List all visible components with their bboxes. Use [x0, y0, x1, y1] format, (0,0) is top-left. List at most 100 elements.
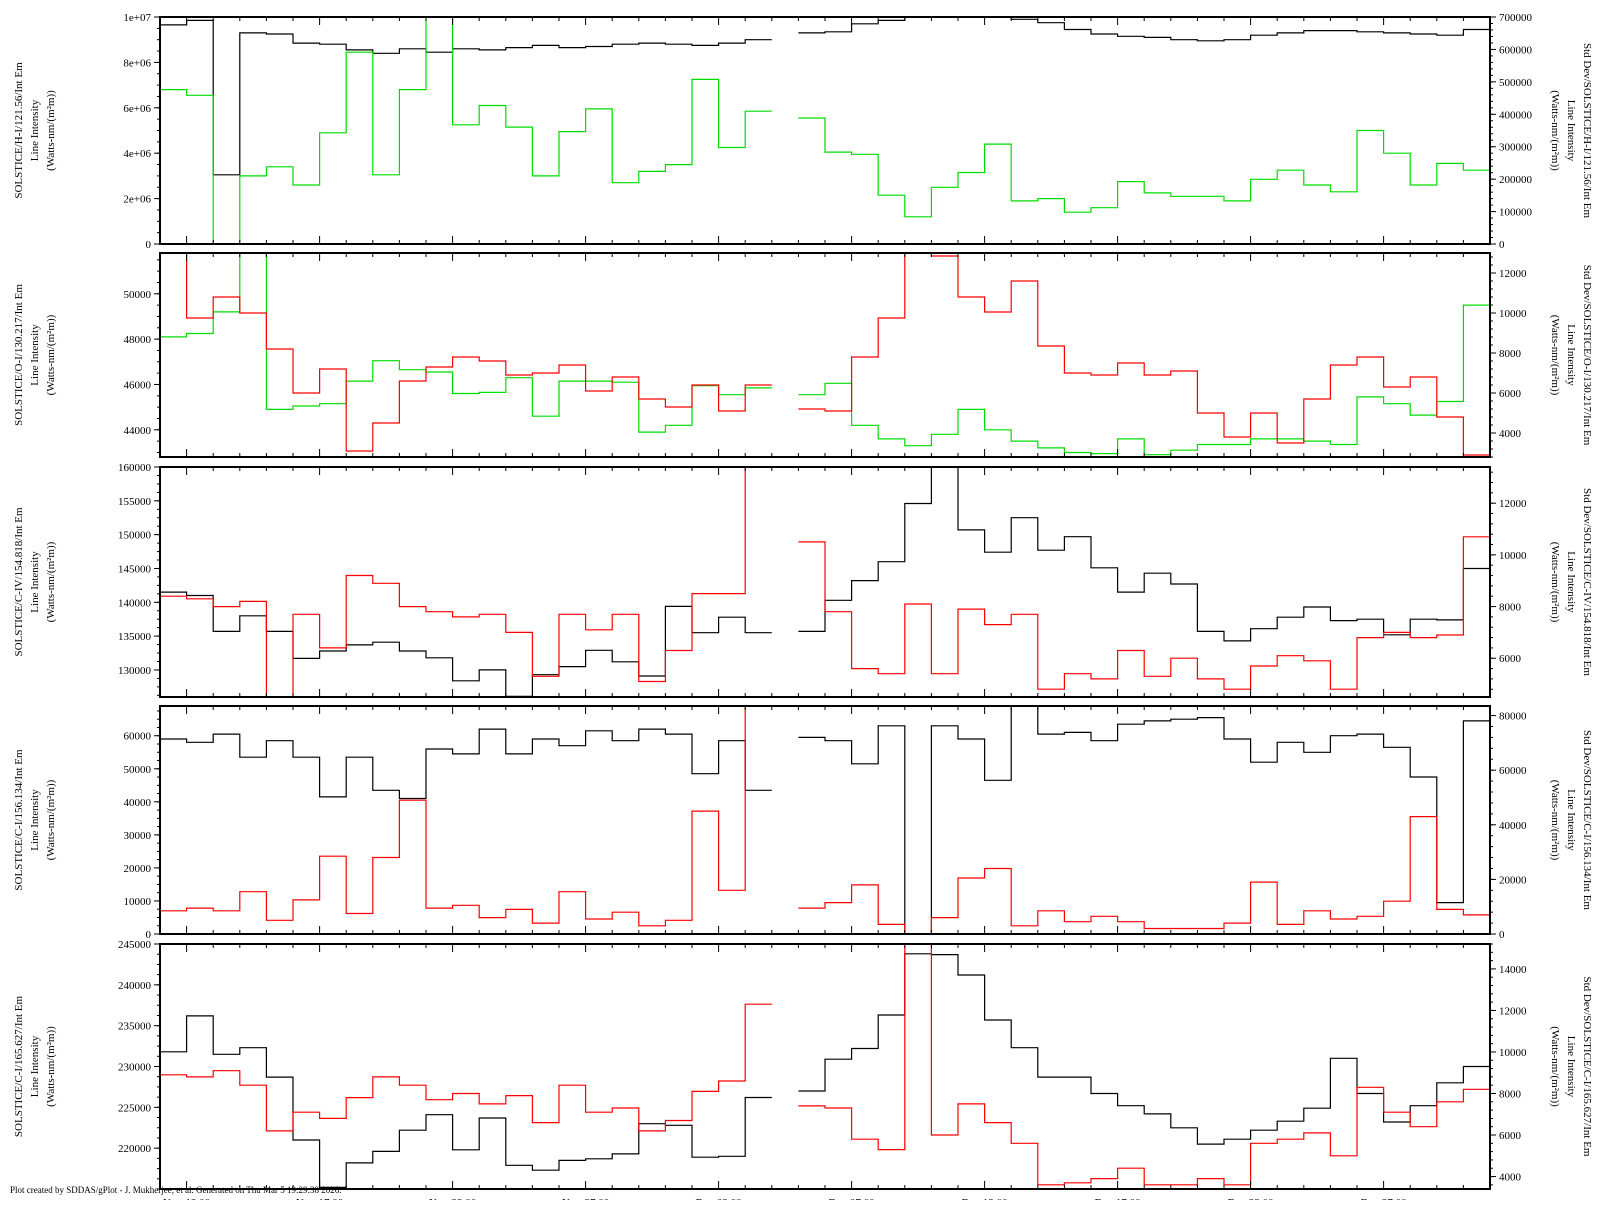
- series-line-black: [160, 17, 1490, 176]
- y2-tick-label: 60000: [1499, 765, 1527, 777]
- y2-tick-label: 200000: [1499, 174, 1533, 186]
- y2-axis-label: (Watts-nm/(m²m)): [1549, 542, 1561, 623]
- y-tick-label: 8e+06: [123, 57, 151, 69]
- y-axis-label: Line Intensity: [29, 99, 41, 161]
- y2-tick-label: 10000: [1499, 550, 1527, 562]
- chart-panel-2: 44000 46000 48000 50000 4000 6000 8000 10000 120…: [13, 252, 1593, 458]
- y-axis-label: (Watts-nm/(m²m)): [45, 541, 57, 622]
- y-tick-label: 20000: [124, 863, 152, 875]
- y2-tick-label: 300000: [1499, 142, 1533, 154]
- y2-tick-label: 10000: [1499, 308, 1527, 320]
- y-axis-label: SOLSTICE/H-I/121.56/Int Em: [13, 62, 25, 199]
- y-tick-label: 160000: [118, 462, 152, 474]
- y2-tick-label: 80000: [1499, 711, 1527, 723]
- y-tick-label: 50000: [124, 764, 152, 776]
- y-tick-label: 220000: [118, 1143, 152, 1155]
- y-tick-label: 135000: [118, 631, 152, 643]
- y-tick-label: 155000: [118, 496, 152, 508]
- series-group: [160, 944, 1490, 1188]
- y2-tick-label: 8000: [1499, 348, 1522, 360]
- panel-frame: [159, 252, 1491, 458]
- y2-tick-label: 10000: [1499, 1047, 1527, 1059]
- series-line-green: [160, 17, 1490, 244]
- y-axis-label: SOLSTICE/C-I/165.627/Int Em: [13, 995, 25, 1137]
- y-tick-label: 245000: [118, 939, 152, 951]
- y-axis-label: (Watts-nm/(m²m)): [45, 1026, 57, 1107]
- y2-tick-label: 40000: [1499, 820, 1527, 832]
- series-group: [160, 253, 1490, 456]
- series-line-black: [160, 953, 1490, 1188]
- y2-axis-label: Line Intensity: [1565, 789, 1577, 851]
- y-axis-label: (Watts-nm/(m²m)): [45, 90, 57, 171]
- y2-tick-label: 20000: [1499, 874, 1527, 886]
- y2-axis-label: (Watts-nm/(m²m)): [1549, 90, 1561, 171]
- y2-tick-label: 8000: [1499, 1088, 1522, 1100]
- chart-panel-3: 130000 135000 140000 145000 150000 155000 1600…: [13, 462, 1593, 698]
- series-group: [160, 706, 1490, 934]
- y-tick-label: 4e+06: [123, 148, 151, 160]
- y-tick-label: 150000: [118, 530, 152, 542]
- series-group: [160, 17, 1490, 244]
- y-tick-label: 10000: [124, 896, 152, 908]
- y-axis-label: Line Intensity: [29, 789, 41, 851]
- y2-axis-label: Line Intensity: [1565, 551, 1577, 613]
- y2-axis-label: (Watts-nm/(m²m)): [1549, 780, 1561, 861]
- y-axis-label: SOLSTICE/C-IV/154.818/Int Em: [13, 507, 25, 657]
- y2-tick-label: 500000: [1499, 77, 1533, 89]
- chart-panel-4: 0 10000 20000 30000 40000 50000 60000 0 20000 400…: [13, 705, 1593, 941]
- y-tick-label: 44000: [124, 425, 152, 437]
- y-tick-label: 230000: [118, 1062, 152, 1074]
- series-line-red: [160, 467, 1490, 697]
- y2-tick-label: 700000: [1499, 12, 1533, 24]
- y2-tick-label: 12000: [1499, 498, 1527, 510]
- y2-tick-label: 4000: [1499, 428, 1522, 440]
- y2-tick-label: 0: [1499, 929, 1505, 941]
- series-line-red: [160, 253, 1490, 456]
- y-tick-label: 240000: [118, 980, 152, 992]
- y-tick-label: 6e+06: [123, 103, 151, 115]
- y2-axis-label: Std Dev/SOLSTICE/H-I/121.56/Int Em: [1581, 43, 1593, 219]
- y-tick-label: 48000: [124, 334, 152, 346]
- y2-axis-label: (Watts-nm/(m²m)): [1549, 1026, 1561, 1107]
- y-tick-label: 0: [146, 239, 152, 251]
- y-axis-label: Line Intensity: [29, 1035, 41, 1097]
- chart-panel-1: 0 2e+06 4e+06 6e+06 8e+06 1e+07 0 100000 200000 3…: [13, 12, 1593, 251]
- chart-panel-5: 220000 225000 230000 235000 240000 245000 4000…: [13, 939, 1593, 1190]
- y2-tick-label: 6000: [1499, 653, 1522, 665]
- y-tick-label: 145000: [118, 563, 152, 575]
- series-line-red: [160, 706, 1490, 934]
- footer-credit: Plot created by SDDAS/gPlot - J. Mukherj…: [10, 1185, 342, 1195]
- y-tick-label: 140000: [118, 597, 152, 609]
- y2-axis-label: (Watts-nm/(m²m)): [1549, 315, 1561, 396]
- y-axis-label: SOLSTICE/O-I/130.217/Int Em: [13, 284, 25, 426]
- y-axis-label: (Watts-nm/(m²m)): [45, 779, 57, 860]
- y-tick-label: 1e+07: [123, 12, 151, 24]
- y2-axis-label: Std Dev/SOLSTICE/C-I/165.627/Int Em: [1581, 977, 1593, 1157]
- y-axis-label: (Watts-nm/(m²m)): [45, 314, 57, 395]
- y2-tick-label: 100000: [1499, 207, 1533, 219]
- y2-axis-label: Std Dev/SOLSTICE/C-I/156.134/Int Em: [1581, 730, 1593, 910]
- y2-axis-label: Line Intensity: [1565, 1036, 1577, 1098]
- y-tick-label: 50000: [124, 289, 152, 301]
- y2-axis-label: Std Dev/SOLSTICE/O-I/130.217/Int Em: [1581, 265, 1593, 446]
- y2-tick-label: 12000: [1499, 268, 1527, 280]
- series-group: [160, 467, 1490, 697]
- y2-tick-label: 0: [1499, 239, 1505, 251]
- y2-axis-label: Line Intensity: [1565, 100, 1577, 162]
- y2-tick-label: 6000: [1499, 388, 1522, 400]
- y-tick-label: 0: [146, 929, 152, 941]
- y-axis-label: SOLSTICE/C-I/156.134/Int Em: [13, 749, 25, 891]
- y2-tick-label: 6000: [1499, 1130, 1522, 1142]
- y2-tick-label: 400000: [1499, 109, 1533, 121]
- y-axis-label: Line Intensity: [29, 324, 41, 386]
- series-line-red: [160, 944, 1490, 1186]
- series-line-black: [160, 706, 1490, 934]
- y2-axis-label: Std Dev/SOLSTICE/C-IV/154.818/Int Em: [1581, 488, 1593, 676]
- y-tick-label: 2e+06: [123, 194, 151, 206]
- y2-axis-label: Line Intensity: [1565, 324, 1577, 386]
- y-tick-label: 130000: [118, 665, 152, 677]
- y-tick-label: 46000: [124, 379, 152, 391]
- y-tick-label: 60000: [124, 731, 152, 743]
- y2-tick-label: 14000: [1499, 964, 1527, 976]
